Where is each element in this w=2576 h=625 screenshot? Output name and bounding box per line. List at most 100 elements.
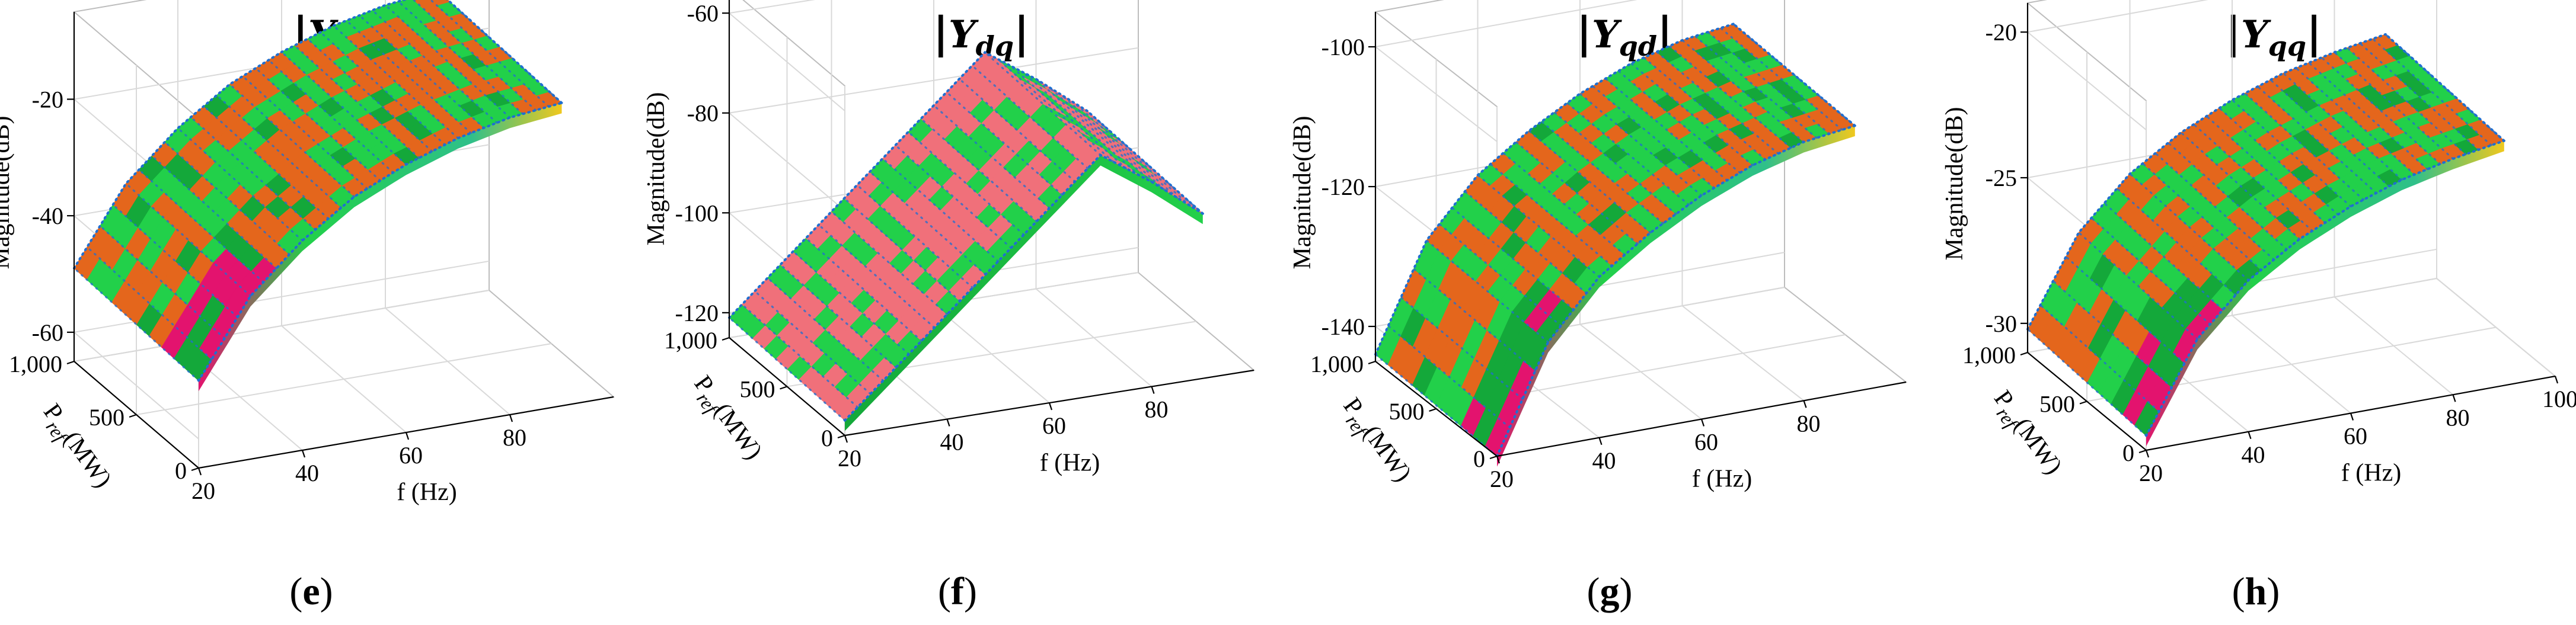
z-axis-label: Magnitude(dB)	[0, 116, 15, 270]
z-tick-label: -25	[1986, 165, 2017, 191]
mesh-dots	[2359, 42, 2480, 151]
mesh-dots	[228, 83, 356, 198]
mesh-dots	[1387, 325, 1511, 429]
mesh-dots	[1425, 239, 1549, 344]
x-tick-label: 20	[2139, 460, 2163, 486]
x-tick-label: 60	[1042, 412, 1066, 439]
mesh-dots	[945, 91, 1064, 196]
back-ridge-edge	[728, 50, 1089, 319]
mesh-dots	[397, 0, 524, 115]
x-tick-mark	[301, 450, 306, 458]
surface	[728, 50, 1204, 431]
x-tick-mark	[2145, 450, 2150, 458]
x-tick-label: 80	[1145, 396, 1169, 423]
mesh-dots	[1617, 70, 1741, 174]
back-ridge-edge	[2026, 33, 2387, 331]
x-axis-label: f (Hz)	[1040, 450, 1100, 477]
title-symbol: Y	[1592, 12, 1622, 57]
surface-patch	[430, 0, 451, 6]
mesh-dots	[1604, 78, 1728, 181]
mesh-dots	[1413, 268, 1537, 372]
mesh-dots	[2192, 123, 2313, 232]
mesh-dots	[412, 0, 537, 111]
mesh-dots	[1022, 71, 1140, 177]
mesh-dots	[2371, 37, 2492, 146]
z-tick-label: -140	[1321, 313, 1365, 340]
mesh-dots	[2065, 255, 2186, 364]
y-tick-mark	[780, 386, 787, 390]
title-subscript: qq	[2268, 30, 2306, 62]
x-tick-mark	[1803, 400, 1807, 408]
mesh-dots	[984, 51, 1102, 156]
x-tick-mark	[405, 432, 410, 440]
panel-f: |Ydq| (f) 20 40 60 80 0 500 1,000-120 -100 -80 -6…	[643, 0, 1256, 613]
x-tick-mark	[844, 435, 848, 443]
mesh-dots	[307, 37, 433, 152]
y-tick-label: 1,000	[1962, 342, 2016, 368]
y-tick-mark	[1489, 455, 1498, 460]
front-ridge-edge	[1496, 124, 1856, 457]
y-tick-label: 500	[740, 376, 775, 403]
title-symbol: Y	[2241, 12, 2271, 57]
mesh-dots	[882, 157, 1000, 262]
caption: (h)	[2232, 570, 2280, 613]
mesh-dots	[319, 31, 446, 146]
panel-title: |Ydq|	[933, 7, 1029, 62]
x-tick-mark	[2350, 413, 2354, 421]
y-tick-mark	[1429, 408, 1437, 412]
x-tick-label: 40	[2242, 441, 2265, 468]
z-axis-label: Magnitude(dB)	[643, 92, 670, 246]
mesh-dots	[740, 303, 859, 408]
right-ridge-edge	[1732, 23, 1856, 127]
x-tick-mark	[1700, 419, 1705, 427]
y-tick-mark	[66, 360, 75, 365]
x-tick-label: 80	[503, 424, 526, 451]
mesh-dots	[241, 75, 369, 190]
mesh-dots	[2128, 172, 2250, 281]
mesh-dots	[2333, 51, 2454, 160]
x-tick-label: 60	[399, 442, 423, 469]
surface	[73, 0, 563, 392]
mesh-dots	[1009, 65, 1128, 169]
x-tick-label: 100	[2542, 386, 2576, 412]
mesh-dots	[920, 117, 1038, 223]
caption: (e)	[289, 570, 333, 613]
mesh-dots	[805, 237, 923, 342]
mesh-dots	[99, 225, 226, 339]
mesh-dots	[2154, 152, 2275, 261]
panel-g: |Yqd| (g) 20 40 60 80 0 500 1,000 -140 -120 -100 f…	[1289, 0, 1908, 613]
mesh-dots	[907, 131, 1025, 236]
surface	[2026, 33, 2505, 447]
x-axis-label: f (Hz)	[397, 479, 457, 506]
z-tick-label: -20	[32, 86, 63, 113]
mesh-dots	[2180, 132, 2301, 240]
y-tick-mark	[837, 434, 845, 439]
mesh-dots	[86, 246, 213, 361]
caption: (g)	[1587, 570, 1633, 613]
mesh-dots	[2141, 162, 2262, 271]
y-tick-label: 1,000	[9, 351, 62, 377]
mesh-dots	[2103, 202, 2224, 311]
y-tick-label: 0	[821, 425, 833, 451]
x-tick-mark	[1496, 456, 1501, 464]
mesh-dots	[2282, 72, 2403, 181]
mesh-dots	[997, 57, 1115, 163]
right-ridge-edge	[1086, 110, 1204, 215]
mesh-dots	[1060, 94, 1179, 199]
mesh-dots	[971, 65, 1089, 169]
mesh-dots	[332, 24, 459, 139]
x-tick-label: 60	[1694, 429, 1718, 456]
mesh-dots	[2307, 62, 2428, 171]
x-axis-label: f (Hz)	[2341, 459, 2401, 486]
x-tick-label: 20	[838, 445, 861, 472]
mesh-dots	[1566, 102, 1690, 206]
z-tick-label: -60	[687, 0, 719, 27]
z-tick-label: -120	[1321, 174, 1365, 200]
panel-title: |Yqq|	[2226, 7, 2322, 62]
y-tick-label: 0	[1473, 445, 1485, 472]
mesh-dots	[1464, 190, 1588, 294]
back-ridge-edge	[73, 0, 408, 270]
mesh-dots	[767, 277, 885, 382]
mesh-dots	[280, 51, 407, 166]
mesh-dots	[1668, 45, 1792, 149]
